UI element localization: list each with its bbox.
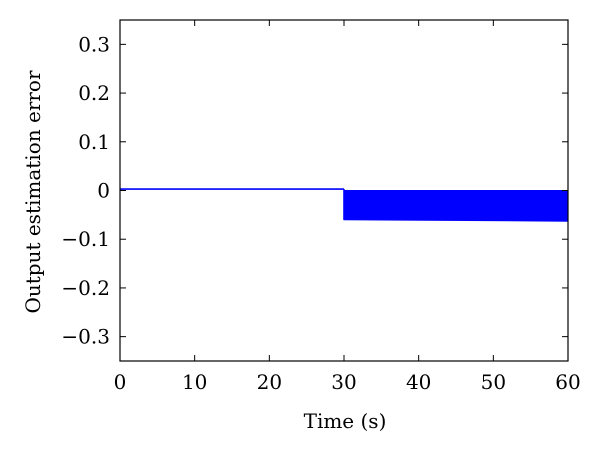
y-axis-label: Output estimation error (21, 70, 45, 314)
series-oscillation-band (343, 190, 569, 222)
y-tick-label: 0.3 (78, 32, 110, 56)
x-axis-label: Time (s) (304, 409, 387, 433)
plot-area (119, 19, 569, 362)
x-tick-label: 20 (257, 370, 282, 394)
y-tick-label: −0.1 (61, 227, 110, 251)
y-tick-label: 0.2 (78, 81, 110, 105)
y-tick-label: 0.1 (78, 130, 110, 154)
x-tick-label: 50 (481, 370, 506, 394)
x-tick-label: 60 (555, 370, 580, 394)
y-tick-label: −0.2 (61, 276, 110, 300)
y-tick-label: 0 (97, 179, 110, 203)
x-tick-label: 0 (114, 370, 127, 394)
x-tick-label: 30 (331, 370, 356, 394)
y-tick-label: −0.3 (61, 325, 110, 349)
axis-ticks: 0 10 20 30 40 50 60 0.3 0.2 0.1 0 −0.1 −0.2 −0.3 (61, 20, 581, 394)
x-tick-label: 10 (182, 370, 207, 394)
x-tick-label: 40 (406, 370, 431, 394)
